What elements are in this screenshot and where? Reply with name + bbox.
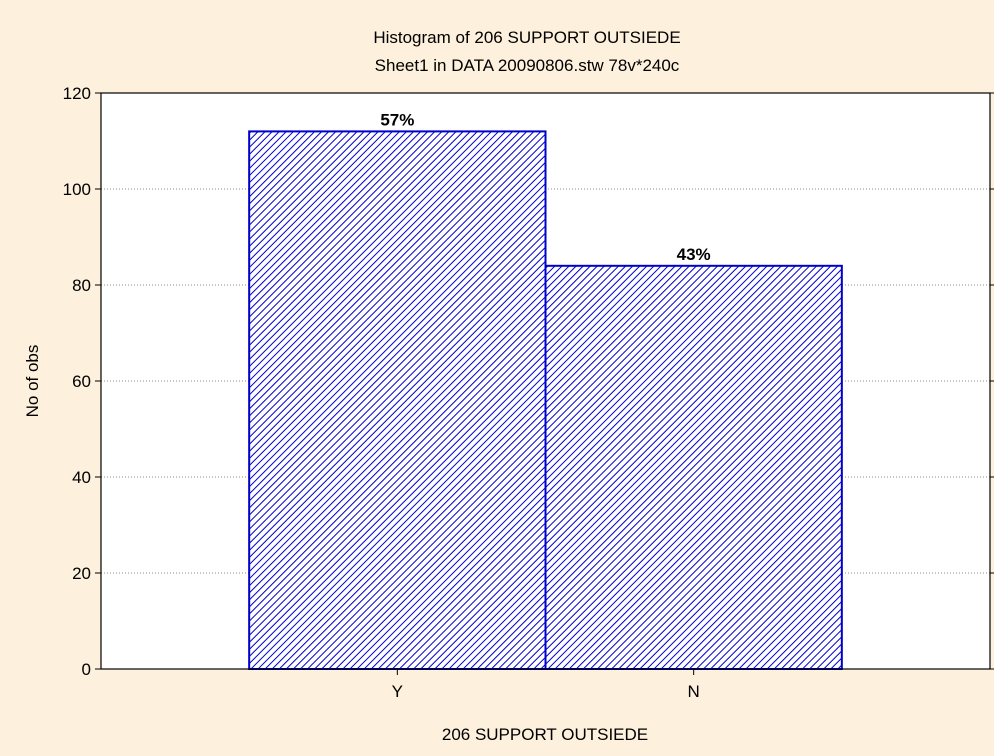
bars: 57% 43% xyxy=(248,110,843,670)
y-tick-label: 60 xyxy=(72,372,91,391)
bar-data-label: 43% xyxy=(677,245,711,264)
x-tick-label: N xyxy=(688,682,700,701)
y-tick-label: 100 xyxy=(63,180,91,199)
y-tick-label: 120 xyxy=(63,84,91,103)
y-tick-label: 0 xyxy=(82,660,91,679)
y-tick-label: 80 xyxy=(72,276,91,295)
bar-data-label: 57% xyxy=(380,110,414,129)
x-tick-label: Y xyxy=(392,682,403,701)
bar-y xyxy=(248,130,547,670)
plot-frame xyxy=(100,92,991,670)
chart-title: Histogram of 206 SUPPORT OUTSIEDE xyxy=(373,28,680,47)
x-axis-label: 206 SUPPORT OUTSIEDE xyxy=(442,725,648,744)
y-tick-label: 20 xyxy=(72,564,91,583)
bar-n xyxy=(544,264,843,670)
y-tick-label: 40 xyxy=(72,468,91,487)
chart-subtitle: Sheet1 in DATA 20090806.stw 78v*240c xyxy=(375,56,680,75)
y-axis-label: No of obs xyxy=(23,345,42,418)
y-axis-ticks: 0 20 40 60 80 100 120 xyxy=(63,84,994,679)
